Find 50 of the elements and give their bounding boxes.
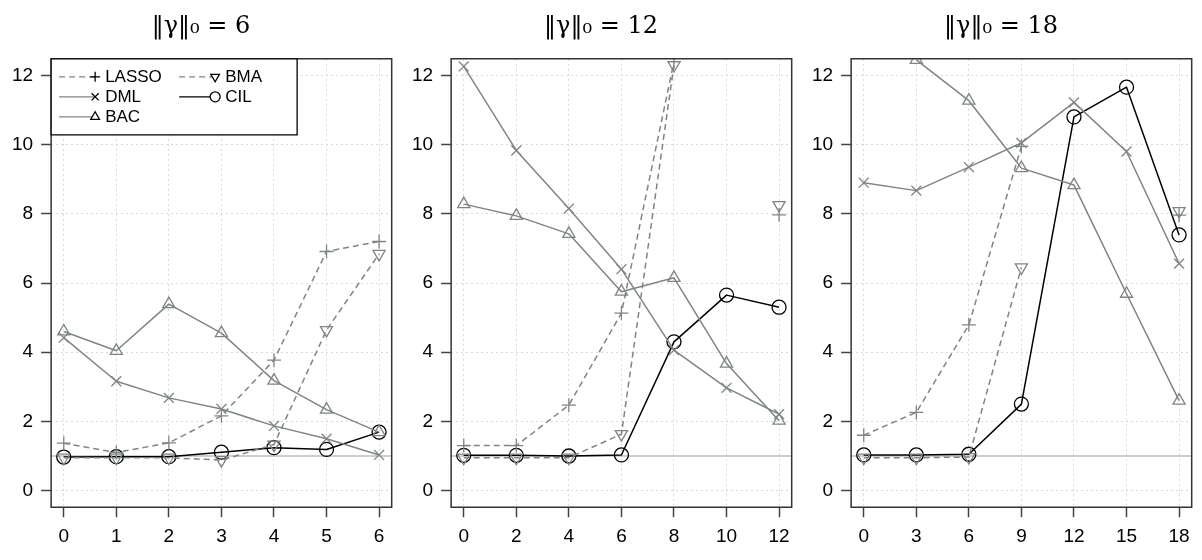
x-tick-label: 10 [715,524,738,546]
chart-title: ‖γ‖₀ = 6 [151,10,251,40]
y-tick-label: 6 [22,271,34,293]
chart-title: ‖γ‖₀ = 18 [944,10,1058,40]
y-tick-label: 0 [22,478,34,500]
y-tick-label: 0 [822,478,834,500]
legend-label: BMA [225,67,263,87]
x-tick-label: 2 [163,524,175,546]
x-tick-label: 5 [321,524,332,546]
x-tick-label: 4 [268,524,280,546]
y-tick-label: 2 [422,409,434,431]
legend-label: CIL [225,87,252,107]
y-tick-label: 4 [422,340,434,362]
legend-label: LASSO [105,67,162,87]
y-tick-label: 10 [811,132,834,154]
x-tick-label: 8 [668,524,680,546]
x-tick-label: 4 [563,524,575,546]
y-tick-label: 2 [22,409,34,431]
x-tick-label: 6 [373,524,385,546]
x-tick-label: 0 [458,524,470,546]
y-tick-label: 12 [811,63,834,85]
x-tick-label: 15 [1115,524,1138,546]
y-tick-label: 12 [11,63,34,85]
y-tick-label: 2 [822,409,834,431]
y-tick-label: 8 [22,202,34,224]
y-tick-label: 4 [22,340,34,362]
x-tick-label: 6 [963,524,975,546]
legend-label: DML [105,87,142,107]
x-tick-label: 18 [1168,524,1190,546]
x-tick-label: 3 [911,524,922,546]
x-tick-label: 2 [511,524,522,546]
x-tick-label: 9 [1016,524,1027,546]
y-tick-label: 10 [11,132,34,154]
x-tick-label: 6 [616,524,627,546]
y-tick-label: 12 [411,63,434,85]
x-tick-label: 1 [111,524,122,546]
y-tick-label: 8 [422,202,434,224]
y-tick-label: 10 [411,132,434,154]
x-tick-label: 3 [216,524,227,546]
y-tick-label: 4 [822,340,834,362]
x-tick-label: 0 [858,524,870,546]
chart-title: ‖γ‖₀ = 12 [544,10,658,40]
y-tick-label: 6 [422,271,434,293]
x-tick-label: 12 [1063,524,1085,546]
x-tick-label: 0 [58,524,70,546]
legend-label: BAC [105,107,141,127]
y-tick-label: 6 [822,271,834,293]
y-tick-label: 0 [422,478,434,500]
x-tick-label: 12 [768,524,790,546]
y-tick-label: 8 [822,202,834,224]
